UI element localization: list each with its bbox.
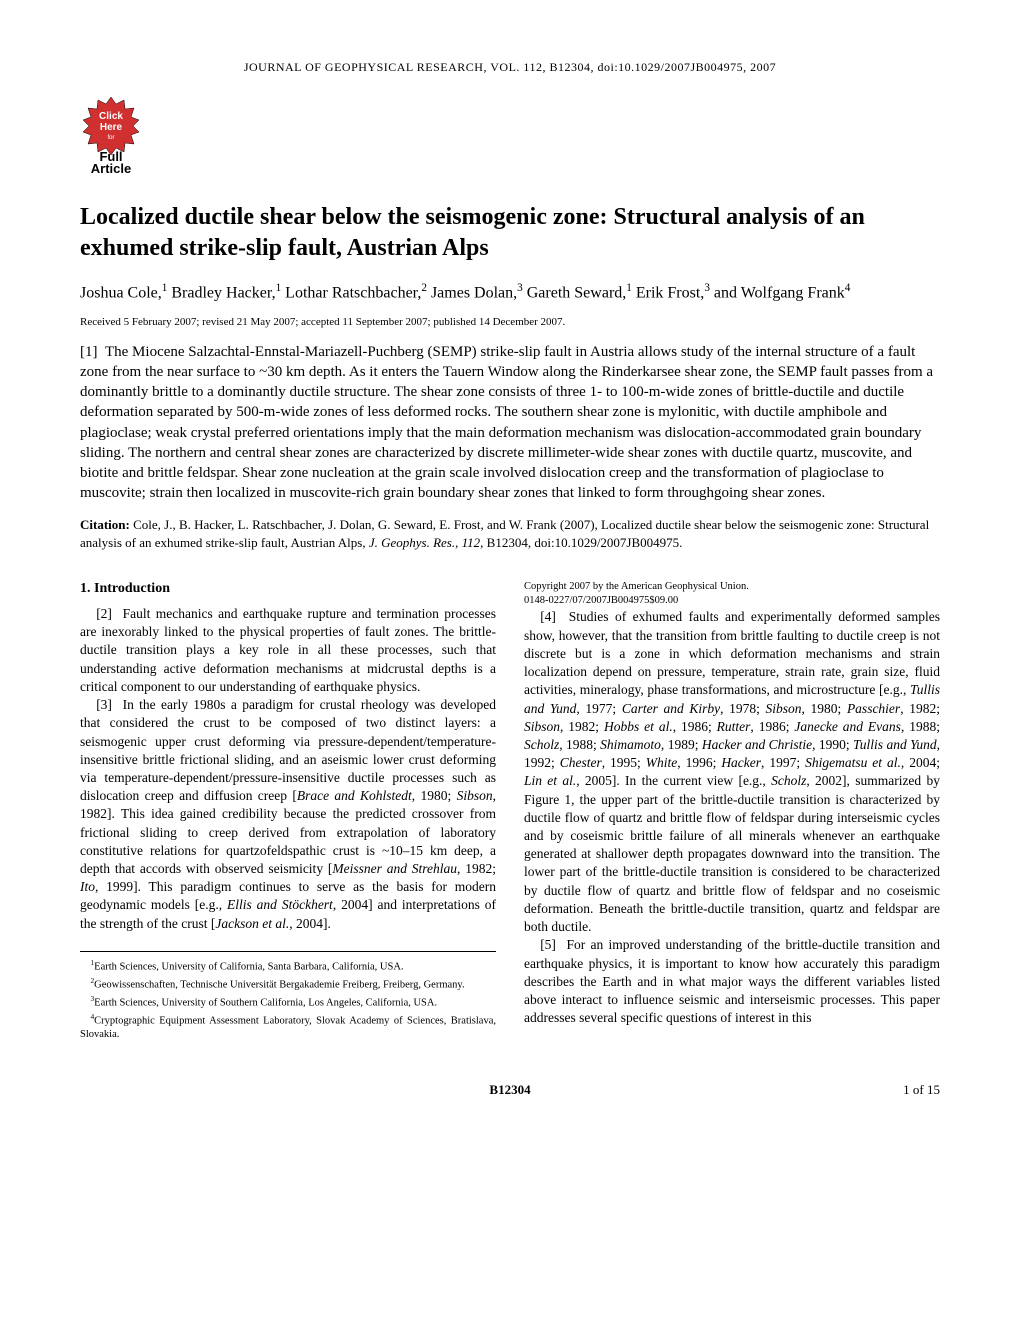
received-line: Received 5 February 2007; revised 21 May… [80,316,940,328]
footnote-2: 2Geowissenschaften, Technische Universit… [80,976,496,992]
badge-here-text: Here [100,122,123,133]
badge-for-text: for [107,135,114,141]
copyright-line: Copyright 2007 by the American Geophysic… [524,580,940,594]
footnote-4: 4Cryptographic Equipment Assessment Labo… [80,1012,496,1042]
paragraph-2: [2] Fault mechanics and earthquake ruptu… [80,605,496,696]
footnote-3: 3Earth Sciences, University of Southern … [80,994,496,1010]
issn-line: 0148-0227/07/2007JB004975$09.00 [524,594,940,608]
citation: Citation: Cole, J., B. Hacker, L. Ratsch… [80,516,940,552]
journal-header: JOURNAL OF GEOPHYSICAL RESEARCH, VOL. 11… [80,60,940,75]
section-1-heading: 1. Introduction [80,580,496,599]
footnote-1: 1Earth Sciences, University of Californi… [80,958,496,974]
badge-article-text: Article [91,161,131,173]
paragraph-4: [4] Studies of exhumed faults and experi… [524,608,940,936]
paragraph-5: [5] For an improved understanding of the… [524,936,940,1027]
badge-click-text: Click [99,111,123,122]
body-columns: 1. Introduction [2] Fault mechanics and … [80,580,940,1042]
copyright-block: Copyright 2007 by the American Geophysic… [524,580,940,608]
authors-line: Joshua Cole,1 Bradley Hacker,1 Lothar Ra… [80,280,940,305]
affiliation-footnotes: 1Earth Sciences, University of Californi… [80,951,496,1042]
citation-label: Citation: [80,517,130,532]
citation-text: Cole, J., B. Hacker, L. Ratschbacher, J.… [80,517,929,550]
abstract: [1] The Miocene Salzachtal-Ennstal-Maria… [80,342,940,504]
paragraph-3: [3] In the early 1980s a paradigm for cr… [80,696,496,933]
footer-page-count: 1 of 15 [903,1082,940,1098]
article-title: Localized ductile shear below the seismo… [80,202,940,264]
page-footer: B12304 1 of 15 [80,1082,940,1098]
full-article-badge[interactable]: Click Here for Full Article [80,95,142,173]
footer-article-id: B12304 [80,1082,940,1098]
